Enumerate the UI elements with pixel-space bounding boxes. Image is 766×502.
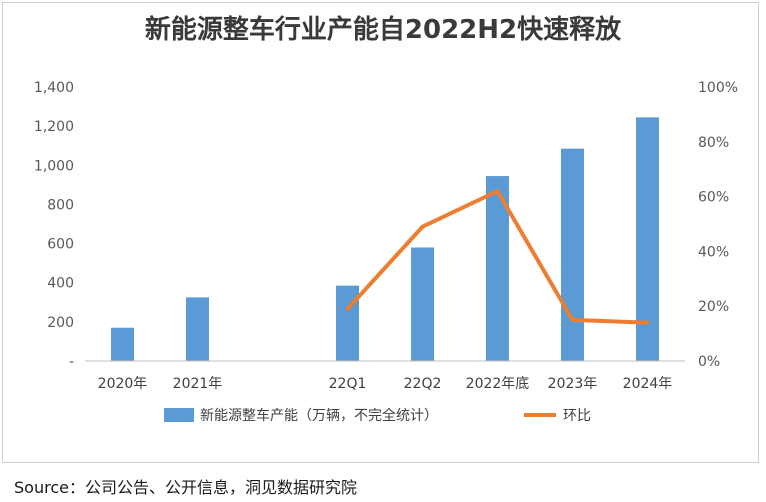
legend-swatch-bar xyxy=(164,408,194,422)
x-tick-label: 22Q2 xyxy=(404,376,442,392)
line-point xyxy=(346,307,349,311)
x-tick-label: 22Q1 xyxy=(329,376,367,392)
bar xyxy=(111,327,134,361)
legend-label-bar: 新能源整车产能（万辆，不完全统计） xyxy=(200,407,438,424)
bar xyxy=(336,285,359,361)
x-tick-label: 2020年 xyxy=(98,376,148,392)
line-point xyxy=(646,321,649,325)
bar xyxy=(411,247,434,361)
y-tick-label: 1,000 xyxy=(34,158,74,174)
bar xyxy=(486,176,509,361)
chart-title: 新能源整车行业产能自2022H2快速释放 xyxy=(145,14,622,45)
x-tick-label: 2021年 xyxy=(173,376,223,392)
line-point xyxy=(571,318,574,322)
line-point xyxy=(496,189,499,193)
y-tick-label: 800 xyxy=(47,197,74,213)
line-point xyxy=(421,225,424,229)
y2-tick-label: 20% xyxy=(698,299,729,315)
legend-label-line: 环比 xyxy=(563,408,591,424)
bar xyxy=(636,117,659,361)
y-tick-label: 400 xyxy=(47,276,74,292)
y2-tick-label: 60% xyxy=(698,190,729,206)
y-tick-label: 200 xyxy=(47,315,74,331)
chart: 新能源整车行业产能自2022H2快速释放 - 200 400 600 800 1,000 1… xyxy=(34,14,738,424)
chart-frame xyxy=(2,2,759,463)
y-tick-label: 1,400 xyxy=(34,80,74,96)
y-tick-label: 1,200 xyxy=(34,119,74,135)
y-tick-label: - xyxy=(69,354,74,370)
y2-tick-label: 0% xyxy=(698,354,720,370)
source-note: Source：公司公告、公开信息，洞见数据研究院 xyxy=(14,478,357,497)
x-tick-label: 2024年 xyxy=(623,376,673,392)
y2-tick-label: 80% xyxy=(698,135,729,151)
y2-tick-label: 100% xyxy=(698,80,738,96)
bar xyxy=(561,148,584,361)
y2-tick-label: 40% xyxy=(698,244,729,260)
y-tick-label: 600 xyxy=(47,237,74,253)
bar xyxy=(186,297,209,361)
x-tick-label: 2022年底 xyxy=(466,376,530,392)
x-tick-label: 2023年 xyxy=(548,376,598,392)
